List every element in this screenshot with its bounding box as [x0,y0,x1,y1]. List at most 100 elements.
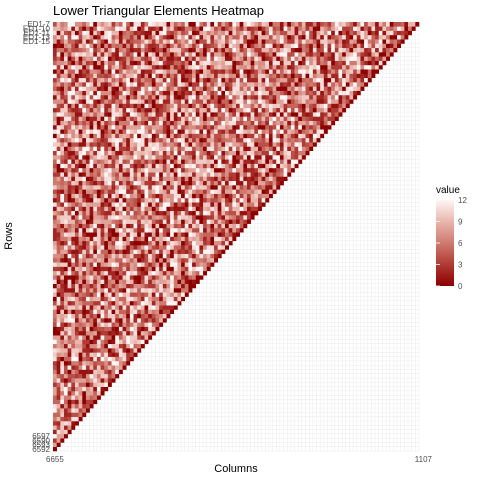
heatmap-cell [181,39,186,44]
heatmap-cell [82,86,87,91]
heatmap-cell [327,60,332,66]
heatmap-cell [140,159,145,164]
heatmap-cell [111,343,116,349]
heatmap-cell [122,60,127,66]
heatmap-cell [151,292,156,297]
heatmap-cell [89,313,94,319]
heatmap-cell [173,39,178,44]
heatmap-cell [257,172,262,177]
heatmap-cell [159,112,164,117]
heatmap-cell [301,154,306,160]
heatmap-cell [338,34,343,40]
heatmap-cell [63,283,68,289]
heatmap-cell [294,69,299,74]
heatmap-cell [129,262,134,267]
heatmap-cell [56,133,61,139]
heatmap-cell [74,47,79,53]
heatmap-cell [166,90,171,96]
heatmap-cell [111,378,116,383]
heatmap-cell [232,124,237,130]
heatmap-cell [243,129,248,134]
heatmap-cell [89,124,94,130]
heatmap-cell [166,124,171,130]
heatmap-cell [89,39,94,44]
heatmap-cell [126,64,131,70]
heatmap-cell [272,107,277,113]
heatmap-cell [195,249,200,254]
heatmap-cell [214,159,218,164]
heatmap-cell [63,360,68,366]
heatmap-cell [338,103,343,109]
heatmap-cell [272,142,277,147]
heatmap-cell [60,343,65,349]
heatmap-cell [206,223,211,229]
heatmap-cell [221,90,226,96]
heatmap-cell [162,202,167,207]
heatmap-cell [63,390,68,396]
heatmap-cell [221,197,226,203]
heatmap-cell [290,34,295,40]
heatmap-cell [181,176,186,182]
heatmap-cell [206,47,211,53]
heatmap-cell [122,107,127,113]
heatmap-cell [82,395,87,400]
heatmap-cell [100,296,105,302]
heatmap-cell [63,253,68,259]
heatmap-cell [334,39,339,44]
heatmap-cell [184,56,189,61]
heatmap-cell [100,223,105,229]
heatmap-cell [272,159,277,164]
heatmap-cell [118,90,123,96]
heatmap-cell [96,137,101,143]
heatmap-cell [279,163,284,169]
heatmap-cell [100,142,105,147]
heatmap-cell [137,305,142,310]
heatmap-cell [78,223,83,229]
heatmap-cell [137,112,142,117]
heatmap-cell [129,116,134,121]
heatmap-cell [74,386,79,392]
heatmap-cell [283,39,288,44]
heatmap-cell [316,133,321,139]
heatmap-cell [246,163,251,169]
heatmap-cell [181,146,186,151]
heatmap-cell [78,365,83,370]
heatmap-cell [71,197,76,203]
heatmap-cell [192,193,197,199]
heatmap-cell [214,112,218,117]
heatmap-cell [210,107,215,113]
heatmap-cell [148,47,153,53]
heatmap-cell [250,124,255,130]
heatmap-cell [181,99,186,104]
heatmap-cell [60,287,65,293]
heatmap-cell [100,60,105,66]
heatmap-cell [93,197,98,203]
heatmap-cell [217,73,222,79]
heatmap-cell [162,86,167,91]
heatmap-cell [290,159,295,164]
heatmap-cell [115,275,120,280]
heatmap-cell [133,163,138,169]
heatmap-cell [228,197,233,203]
heatmap-cell [181,103,186,109]
heatmap-cell [159,60,164,66]
heatmap-cell [126,103,131,109]
heatmap-cell [107,339,112,345]
heatmap-cell [309,129,314,134]
heatmap-cell [93,34,98,40]
heatmap-cell [96,47,101,53]
heatmap-cell [107,47,112,53]
heatmap-cell [268,133,273,139]
heatmap-cell [294,107,299,113]
heatmap-cell [214,245,218,250]
heatmap-cell [56,77,61,83]
heatmap-cell [162,206,167,212]
heatmap-cell [144,90,149,96]
heatmap-cell [104,326,109,332]
heatmap-cell [74,52,79,57]
heatmap-cell [85,52,90,57]
heatmap-cell [53,356,57,362]
heatmap-cell [382,34,387,40]
heatmap-cell [118,120,123,126]
heatmap-cell [181,34,186,40]
